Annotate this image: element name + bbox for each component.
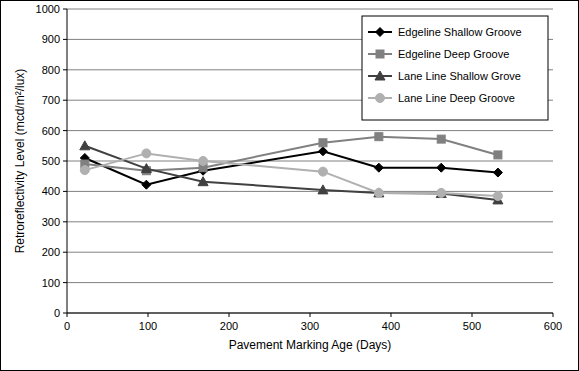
x-tick	[229, 313, 230, 317]
y-axis	[67, 9, 68, 313]
x-tick	[553, 313, 554, 317]
plot-area	[80, 133, 503, 204]
point	[80, 141, 90, 150]
legend-label: Lane Line Shallow Grove	[398, 70, 521, 82]
y-tick-label: 1000	[36, 3, 60, 15]
point	[318, 167, 327, 176]
legend-label: Edgeline Shallow Groove	[398, 26, 522, 38]
y-tick-label: 200	[42, 246, 60, 258]
legend-label: Edgeline Deep Groove	[398, 48, 509, 60]
point	[141, 164, 151, 173]
legend-label: Lane Line Deep Groove	[398, 92, 515, 104]
x-tick-label: 100	[139, 320, 157, 332]
point	[319, 139, 327, 147]
y-tick-label: 300	[42, 216, 60, 228]
x-axis-label: Pavement Marking Age (Days)	[229, 338, 392, 352]
grid-line	[67, 161, 553, 162]
y-tick-label: 700	[42, 94, 60, 106]
point	[142, 180, 151, 189]
point	[494, 151, 502, 159]
y-tick-label: 500	[42, 155, 60, 167]
point	[198, 177, 208, 186]
point	[374, 163, 383, 172]
x-tick-label: 400	[382, 320, 400, 332]
point	[436, 189, 446, 198]
series-line	[85, 146, 498, 200]
y-tick	[63, 191, 67, 192]
point	[199, 157, 208, 166]
point	[493, 168, 502, 177]
grid-line	[67, 221, 553, 222]
legend-marker	[376, 28, 385, 37]
x-tick	[67, 313, 68, 317]
point	[318, 185, 328, 194]
x-axis	[67, 313, 553, 314]
x-tick-label: 200	[220, 320, 238, 332]
point	[80, 166, 89, 175]
grid-line	[67, 191, 553, 192]
grid-line	[67, 252, 553, 253]
y-tick	[63, 313, 67, 314]
grid-line	[67, 130, 553, 131]
grid-line	[67, 9, 553, 10]
y-tick-label: 100	[42, 277, 60, 289]
point	[374, 188, 383, 197]
x-tick-label: 300	[301, 320, 319, 332]
y-tick-label: 0	[54, 307, 60, 319]
y-tick-label: 600	[42, 125, 60, 137]
legend-marker	[375, 71, 385, 80]
x-tick	[310, 313, 311, 317]
x-tick	[391, 313, 392, 317]
y-tick-label: 400	[42, 185, 60, 197]
point	[437, 188, 446, 197]
x-tick-label: 600	[544, 320, 562, 332]
series-line	[85, 153, 498, 196]
x-tick	[472, 313, 473, 317]
y-tick	[63, 39, 67, 40]
y-tick-label: 800	[42, 64, 60, 76]
legend-box	[362, 16, 548, 120]
point	[493, 191, 502, 200]
y-tick	[63, 69, 67, 70]
x-tick-label: 0	[64, 320, 70, 332]
point	[318, 147, 327, 156]
grid-line	[67, 282, 553, 283]
x-tick	[148, 313, 149, 317]
x-tick-label: 500	[463, 320, 481, 332]
y-tick	[63, 161, 67, 162]
y-tick	[63, 252, 67, 253]
legend-marker	[376, 50, 384, 58]
legend-marker	[376, 94, 385, 103]
legend: Edgeline Shallow Groove Edgeline Deep Gro…	[362, 16, 548, 120]
y-axis-label: Retroreflectivity Level (mcd/m²/lux)	[13, 69, 27, 254]
chart: 0 100 200 300 400 500 600 700 800 900 1000 0 100 200 3…	[0, 0, 579, 371]
point	[142, 149, 151, 158]
grid-line	[67, 313, 553, 314]
y-tick	[63, 282, 67, 283]
y-tick-label: 900	[42, 33, 60, 45]
frame	[1, 1, 579, 371]
y-tick	[63, 100, 67, 101]
y-tick	[63, 130, 67, 131]
point	[437, 135, 445, 143]
point	[374, 188, 384, 197]
point	[375, 133, 383, 141]
point	[437, 163, 446, 172]
y-tick	[63, 9, 67, 10]
y-tick	[63, 221, 67, 222]
